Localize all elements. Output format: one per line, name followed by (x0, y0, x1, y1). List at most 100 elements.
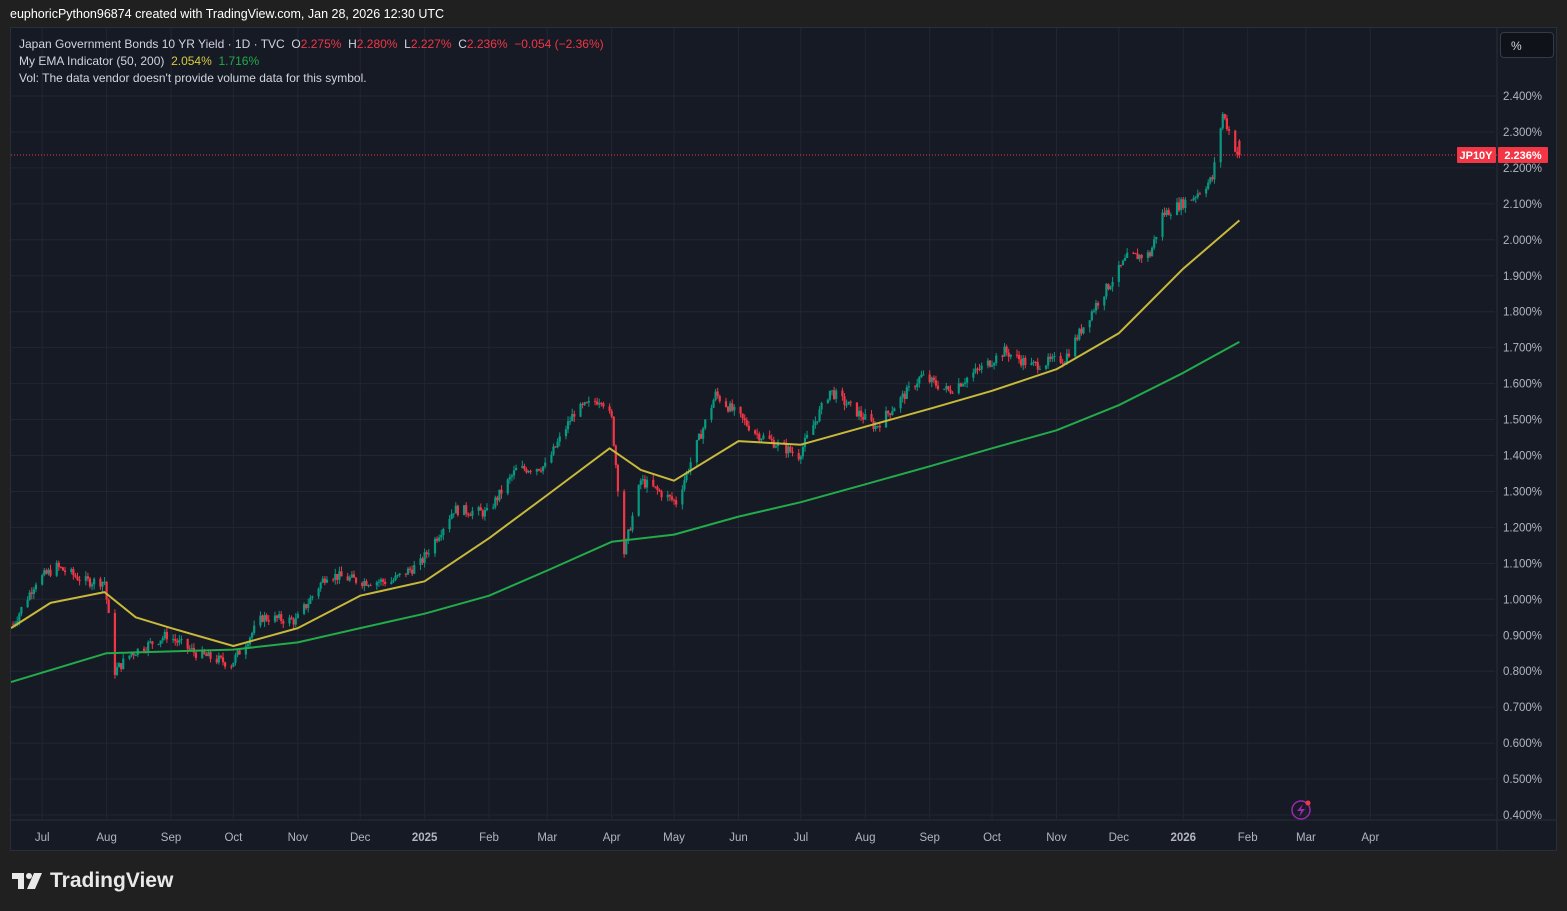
candle-body (369, 585, 372, 587)
candle-body (745, 420, 748, 426)
candlestick-chart[interactable]: 0.400% 0.500% 0.600% 0.700% 0.800% 0.900% 1.00… (11, 28, 1556, 850)
candle-body (797, 453, 800, 460)
candle-body (945, 386, 948, 389)
candle-body (20, 607, 23, 614)
price-scale-unit-button[interactable]: % (1500, 32, 1554, 58)
candle-body (558, 436, 561, 442)
candle-body (729, 403, 732, 412)
candle-body (1213, 162, 1216, 180)
candle-body (608, 406, 611, 411)
candle-body (246, 644, 250, 647)
x-tick-label: 2026 (1170, 832, 1196, 844)
candle-body (142, 648, 146, 652)
candle-body (496, 497, 499, 501)
candle-body (818, 409, 821, 422)
candle-body (787, 446, 790, 454)
candle-body (537, 469, 541, 471)
candle-body (899, 397, 902, 409)
lightning-icon[interactable] (1291, 800, 1311, 820)
candle-body (521, 466, 524, 468)
candle-body (539, 470, 543, 472)
candle-body (587, 400, 590, 403)
candle-body (151, 641, 154, 645)
candle-body (1047, 356, 1050, 366)
candle-body (920, 374, 923, 378)
symbol-description[interactable]: Japan Government Bonds 10 YR Yield · 1D … (19, 37, 285, 51)
candle-body (683, 480, 686, 490)
candle-body (404, 573, 408, 575)
candle-body (1007, 352, 1010, 357)
x-tick-label: Dec (350, 832, 371, 844)
candle-body (523, 466, 526, 470)
x-tick-label: Aug (855, 832, 875, 844)
candle-body (668, 494, 671, 497)
candle-body (1161, 212, 1164, 237)
candle-body (117, 663, 121, 668)
candle-body (791, 451, 794, 454)
candle-body (419, 558, 422, 566)
candle-body (957, 383, 960, 394)
candle-body (980, 365, 983, 370)
candle-body (550, 454, 553, 463)
indicator-name[interactable]: My EMA Indicator (50, 200) (19, 54, 165, 68)
x-tick-label: Feb (1238, 832, 1258, 844)
candle-body (259, 615, 262, 626)
x-tick-label: Jun (729, 832, 748, 844)
candle-body (26, 599, 29, 608)
candle-body (1092, 310, 1095, 312)
candle-body (1044, 365, 1048, 369)
candle-body (423, 552, 426, 563)
x-tick-label: Apr (603, 832, 621, 844)
candle-body (1192, 198, 1195, 200)
candle-body (1020, 359, 1023, 366)
candle-body (820, 403, 823, 410)
candle-body (916, 383, 919, 388)
candle-body (934, 380, 938, 386)
candle-body (710, 407, 713, 420)
candle-body (1136, 253, 1139, 260)
candle-body (930, 377, 933, 383)
candle-body (1001, 355, 1004, 357)
candle-body (450, 513, 453, 519)
y-tick-label: 0.800% (1503, 666, 1542, 678)
candle-body (579, 403, 582, 417)
x-tick-label: Jul (793, 832, 808, 844)
candle-body (346, 576, 349, 581)
tradingview-branding[interactable]: TradingView (12, 866, 173, 896)
candle-body (267, 620, 270, 622)
candle-body (889, 413, 892, 415)
candle-body (731, 403, 734, 411)
candle-body (826, 399, 829, 404)
candle-body (16, 621, 19, 624)
candle-body (481, 510, 484, 517)
candle-body (571, 413, 574, 422)
candle-body (1155, 236, 1158, 240)
candle-body (785, 443, 788, 454)
candle-body (535, 469, 538, 472)
candle-body (128, 655, 131, 659)
candle-body (163, 631, 166, 639)
candle-body (612, 416, 615, 446)
candle-body (525, 469, 528, 473)
ema200-value: 1.716% (218, 54, 260, 68)
chart-pane[interactable]: 0.400% 0.500% 0.600% 0.700% 0.800% 0.900% 1.00… (10, 27, 1557, 851)
candle-body (494, 497, 497, 508)
candle-body (18, 613, 21, 622)
candle-body (949, 389, 952, 393)
candle-body (1117, 264, 1120, 282)
candle-body (974, 368, 977, 373)
change-value: −0.054 (−2.36%) (514, 37, 604, 51)
candle-body (1036, 362, 1039, 370)
candle-body (884, 410, 888, 428)
candle-body (348, 577, 351, 581)
candle-body (361, 582, 364, 587)
candle-body (685, 472, 688, 481)
candle-body (352, 574, 356, 578)
candle-body (675, 500, 678, 505)
candle-body (654, 486, 657, 488)
candle-body (467, 513, 470, 516)
candle-body (115, 667, 119, 675)
candle-body (232, 662, 235, 667)
candle-body (72, 569, 75, 576)
candle-body (207, 652, 210, 657)
